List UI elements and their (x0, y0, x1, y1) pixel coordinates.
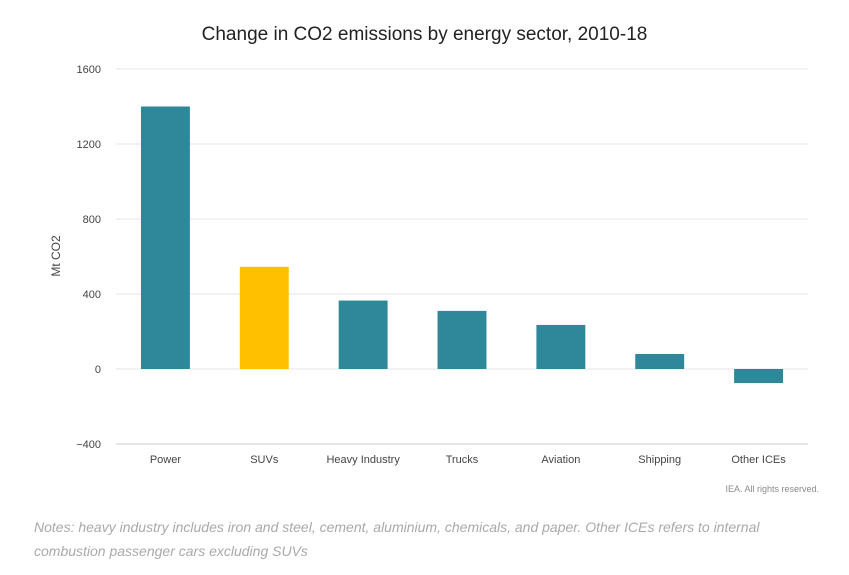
bar-other-ices (734, 369, 784, 384)
grid-lines (116, 68, 808, 445)
bar-shipping (635, 354, 685, 369)
bar-aviation (536, 324, 586, 369)
bar-power (140, 106, 190, 369)
y-axis-label: Mt CO2 (49, 235, 63, 277)
y-axis: −400 0 400 800 1200 1600 (76, 64, 101, 451)
x-tick-label: Shipping (638, 454, 681, 466)
y-tick-label: 800 (83, 214, 101, 226)
copyright-note: IEA. All rights reserved. (725, 484, 819, 494)
bars (140, 106, 784, 384)
bar-trucks (437, 310, 487, 369)
chart-notes: Notes: heavy industry includes iron and … (34, 519, 760, 559)
x-tick-label: Trucks (446, 454, 479, 466)
x-tick-label: Other ICEs (731, 454, 786, 466)
x-axis: Power SUVs Heavy Industry Trucks Aviation Shi… (150, 454, 786, 466)
x-tick-label: Heavy Industry (326, 454, 400, 466)
bar-suvs (239, 266, 289, 369)
bar-heavy-industry (338, 300, 388, 369)
y-tick-label: 400 (83, 289, 101, 301)
y-tick-label: −400 (76, 439, 101, 451)
chart-title: Change in CO2 emissions by energy sector… (201, 24, 648, 45)
x-tick-label: Aviation (541, 454, 580, 466)
x-tick-label: Power (150, 454, 182, 466)
y-tick-label: 0 (95, 364, 101, 376)
x-tick-label: SUVs (250, 454, 279, 466)
y-tick-label: 1200 (77, 139, 101, 151)
y-tick-label: 1600 (77, 64, 101, 76)
